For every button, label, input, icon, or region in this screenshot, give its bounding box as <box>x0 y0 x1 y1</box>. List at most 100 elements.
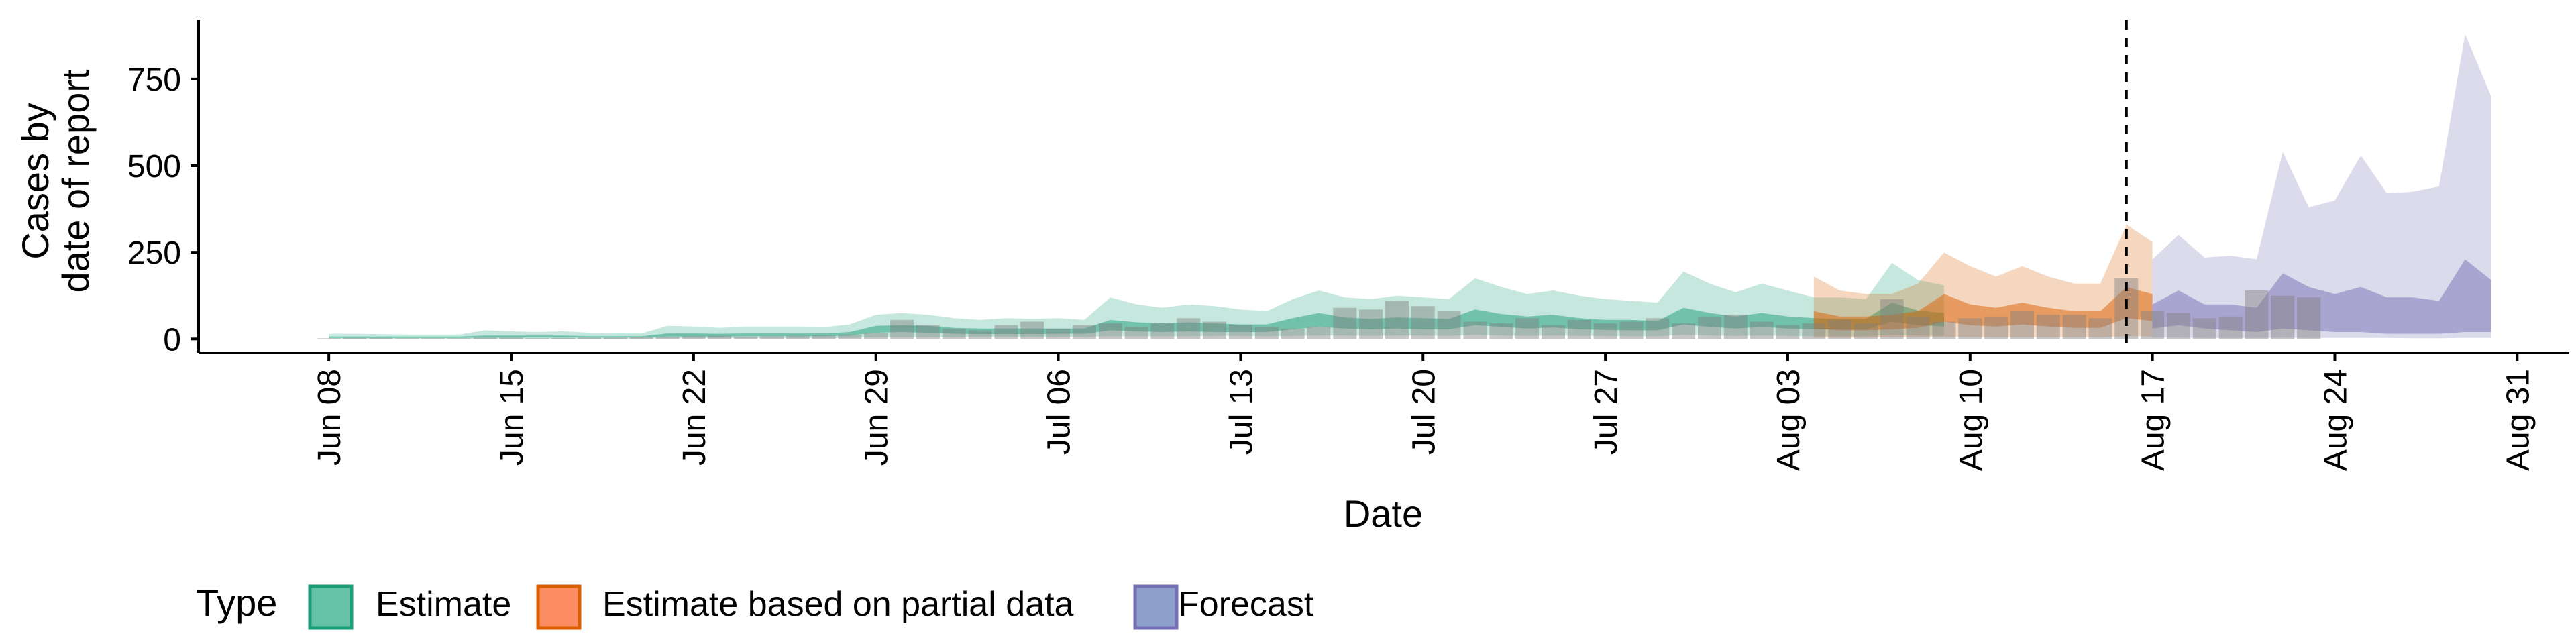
reported-cases-bar <box>1228 325 1252 339</box>
reported-cases-bar <box>1776 325 1800 339</box>
reported-cases-bar <box>2010 311 2034 339</box>
y-axis-title-line-1: Cases by <box>14 103 56 259</box>
reported-cases-bar <box>2192 318 2216 339</box>
x-tick-label: Jun 08 <box>312 369 347 466</box>
reported-cases-bar <box>1542 325 1565 339</box>
reported-cases-bar <box>2088 318 2112 339</box>
reported-cases-bar <box>1854 323 1878 339</box>
legend-label-partial: Estimate based on partial data <box>602 585 1074 624</box>
reported-cases-bar <box>1385 301 1409 339</box>
legend-label-forecast: Forecast <box>1178 585 1314 624</box>
reported-cases-bar <box>2036 315 2060 339</box>
reported-cases-bar <box>1411 306 1435 339</box>
reported-cases-bar <box>1619 321 1644 339</box>
reported-cases-bar <box>551 337 576 339</box>
reported-cases-bar <box>473 337 497 339</box>
reported-cases-bar <box>1203 321 1227 339</box>
reported-cases-bar <box>525 338 549 339</box>
reported-cases-bar <box>1567 319 1591 339</box>
reported-cases-bar <box>1723 315 1748 339</box>
ribbon-inner-2 <box>2152 259 2491 334</box>
reported-cases-bar <box>864 333 888 339</box>
reported-cases-bar <box>1698 316 1721 339</box>
reported-cases-bar <box>1072 325 1096 339</box>
reported-cases-bar <box>603 337 627 339</box>
reported-cases-bar <box>1515 318 1540 339</box>
reported-cases-bar <box>343 337 367 339</box>
reported-cases-bar <box>1307 327 1331 339</box>
reported-cases-bar <box>942 328 966 339</box>
ribbon-outer-2 <box>2152 34 2491 339</box>
x-axis-title: Date <box>1344 492 1423 535</box>
reported-cases-bar <box>1254 327 1279 339</box>
y-tick-label: 0 <box>163 322 181 358</box>
reported-cases-bar <box>994 325 1018 339</box>
reported-cases-bar <box>2062 315 2086 339</box>
reported-cases-bar <box>395 338 419 339</box>
y-tick-label: 750 <box>127 62 181 98</box>
reported-cases-bar <box>2218 316 2243 339</box>
y-tick-label: 250 <box>127 235 181 271</box>
reported-cases-bar <box>1646 318 1670 339</box>
reported-cases-bar <box>1098 323 1122 339</box>
reported-cases-bar <box>1593 323 1617 339</box>
reported-cases-bar <box>1124 327 1148 339</box>
reported-cases-bar <box>2271 295 2295 339</box>
reported-cases-bar <box>890 319 914 339</box>
ribbon-inner-0 <box>329 303 1945 338</box>
y-axis-title-line-2: date of report <box>54 69 97 293</box>
reported-cases-bar <box>682 336 706 339</box>
reported-cases-bar <box>1020 321 1044 339</box>
reported-cases-bar <box>1906 316 1930 339</box>
reported-cases-bar <box>1046 328 1071 339</box>
reported-cases-bar <box>812 335 836 339</box>
reported-cases-bar <box>1958 318 1982 339</box>
reported-cases-bar <box>2141 311 2165 339</box>
reported-cases-bar <box>499 337 523 339</box>
reported-cases-bar <box>578 337 602 339</box>
reported-cases-bar <box>1932 321 1956 339</box>
reported-cases-bar <box>734 336 758 339</box>
reported-cases-bar <box>1802 323 1826 339</box>
legend-key-partial <box>536 584 582 630</box>
reported-cases-bar <box>421 338 445 339</box>
reported-cases-bar <box>708 335 732 339</box>
reported-cases-bar <box>1150 323 1175 339</box>
x-tick-label: Jul 06 <box>1042 369 1077 455</box>
reported-cases-bar <box>1489 323 1513 339</box>
x-tick-label: Aug 17 <box>2136 369 2171 471</box>
legend-label-estimate: Estimate <box>376 585 511 624</box>
x-tick-label: Aug 03 <box>1771 369 1807 471</box>
x-tick-label: Jun 15 <box>494 369 530 466</box>
reported-cases-bar <box>1359 309 1383 339</box>
x-tick-label: Aug 24 <box>2318 369 2353 471</box>
y-axis-title: Cases by date of report <box>14 69 97 293</box>
reported-cases-bar <box>968 330 992 339</box>
reported-cases-bar <box>1177 318 1201 339</box>
reported-cases-bar <box>786 335 810 339</box>
reported-cases-bar <box>447 338 471 339</box>
x-tick-label: Aug 10 <box>1953 369 1989 471</box>
reported-cases-bar <box>1984 316 2008 339</box>
x-tick-label: Jul 13 <box>1224 369 1259 455</box>
reported-cases-bar <box>317 338 341 339</box>
reported-cases-bar <box>629 337 653 339</box>
reported-cases-bar <box>2245 290 2269 339</box>
plot-area: 0 250 500 750 Jun 08 Jun 15 Jun 22 Jun 29 Jul 06… <box>127 20 2569 471</box>
reported-cases-bar <box>1333 307 1357 339</box>
legend: Type Estimate Estimate based on partial … <box>196 582 1314 630</box>
legend-key-forecast <box>1133 584 1179 630</box>
reported-cases-bar <box>655 337 680 339</box>
ribbon-outer-1 <box>1813 224 2153 338</box>
reported-cases-bar <box>1828 319 1852 339</box>
reported-cases-bar <box>2167 313 2190 339</box>
reported-cases-bar <box>1463 321 1487 339</box>
x-tick-label: Jun 22 <box>677 369 712 466</box>
ribbon-inner-1 <box>1813 286 2153 331</box>
y-tick-label: 500 <box>127 149 181 184</box>
x-tick-label: Jun 29 <box>859 369 895 466</box>
reported-cases-bar <box>1437 311 1461 339</box>
reported-cases-bar <box>2297 297 2321 339</box>
reported-cases-bar <box>1281 328 1305 339</box>
